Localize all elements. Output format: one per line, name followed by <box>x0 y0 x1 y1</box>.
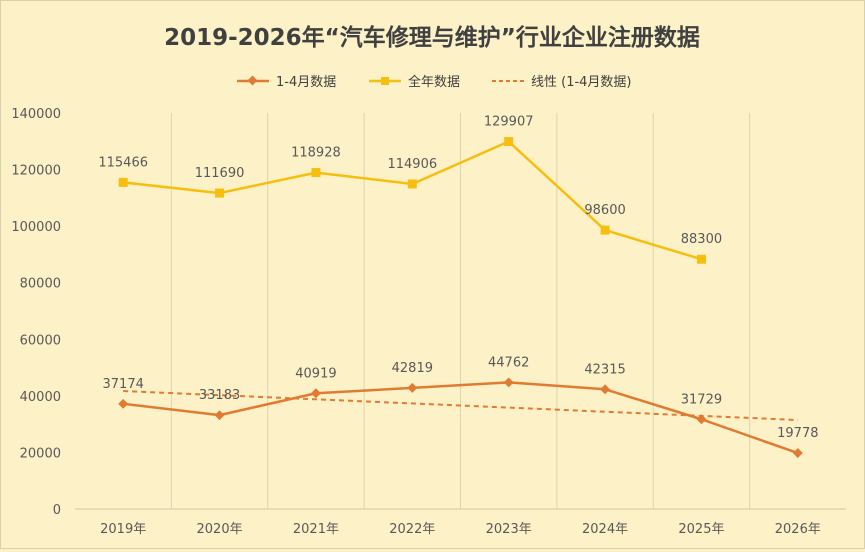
data-point <box>792 448 803 459</box>
data-label: 33183 <box>199 388 240 403</box>
data-point <box>214 410 225 421</box>
legend-label-1: 1-4月数据 <box>276 75 336 90</box>
data-label: 37174 <box>103 377 144 392</box>
y-tick-label: 100000 <box>11 220 61 235</box>
x-tick-label: 2026年 <box>775 522 821 537</box>
series-line <box>123 381 799 455</box>
x-tick-label: 2023年 <box>486 522 532 537</box>
x-tick-label: 2025年 <box>678 522 724 537</box>
y-tick-label: 80000 <box>20 277 61 292</box>
data-label: 42819 <box>392 361 433 376</box>
data-label: 129907 <box>484 115 534 130</box>
data-label: 19778 <box>777 426 818 441</box>
chart-title: 2019-2026年“汽车修理与维护”行业企业注册数据 <box>164 24 700 51</box>
y-tick-label: 20000 <box>20 446 61 461</box>
series-1: 37174 33183 40919 42819 44762 42315 31729 19778 <box>103 355 818 459</box>
data-label: 98600 <box>584 203 625 218</box>
data-label: 31729 <box>681 392 722 407</box>
gridlines <box>75 113 846 510</box>
data-point <box>600 384 611 395</box>
data-point <box>215 188 225 198</box>
legend-item-1: 1-4月数据 <box>237 75 336 90</box>
data-point <box>407 382 418 393</box>
legend-label-3: 线性 (1-4月数据) <box>531 75 632 90</box>
data-point <box>407 179 417 189</box>
x-tick-label: 2021年 <box>293 522 339 537</box>
series-2: 115466 111690 118928 114906 129907 98600 88300 <box>98 115 722 264</box>
y-tick-label: 120000 <box>11 164 61 179</box>
legend-marker-2 <box>381 77 389 85</box>
y-tick-label: 140000 <box>11 107 61 122</box>
series-group: 37174 33183 40919 42819 44762 42315 31729 19778… <box>98 115 818 459</box>
data-point <box>311 168 321 178</box>
x-tick-label: 2019年 <box>100 522 146 537</box>
data-label: 44762 <box>488 355 529 370</box>
data-point <box>118 177 128 187</box>
x-tick-label: 2024年 <box>582 522 628 537</box>
data-point <box>503 377 514 388</box>
data-label: 42315 <box>584 362 625 377</box>
data-point <box>600 225 610 235</box>
data-point <box>310 388 321 399</box>
data-label: 111690 <box>195 166 245 181</box>
legend-label-2: 全年数据 <box>408 74 460 90</box>
y-tick-label: 60000 <box>20 333 61 348</box>
y-tick-label: 0 <box>53 503 61 518</box>
data-point <box>118 398 129 409</box>
y-tick-label: 40000 <box>20 390 61 405</box>
data-point <box>696 254 706 264</box>
data-label: 88300 <box>681 232 722 247</box>
x-tick-label: 2022年 <box>389 522 435 537</box>
x-axis: 2019年 2020年 2021年 2022年 2023年 2024年 2025年 2026年 <box>100 522 821 537</box>
data-label: 114906 <box>387 157 437 172</box>
legend-item-2: 全年数据 <box>369 74 460 90</box>
data-point <box>504 137 514 147</box>
legend: 1-4月数据 全年数据 线性 (1-4月数据) <box>237 74 632 90</box>
data-label: 40919 <box>295 366 336 381</box>
legend-marker-1 <box>247 75 258 86</box>
data-label: 118928 <box>291 146 341 161</box>
data-point <box>696 414 707 425</box>
x-tick-label: 2020年 <box>197 522 243 537</box>
legend-item-3: 线性 (1-4月数据) <box>492 75 632 90</box>
y-axis: 0 20000 40000 60000 80000 100000 120000 140000 <box>11 107 61 518</box>
data-label: 115466 <box>98 155 148 170</box>
